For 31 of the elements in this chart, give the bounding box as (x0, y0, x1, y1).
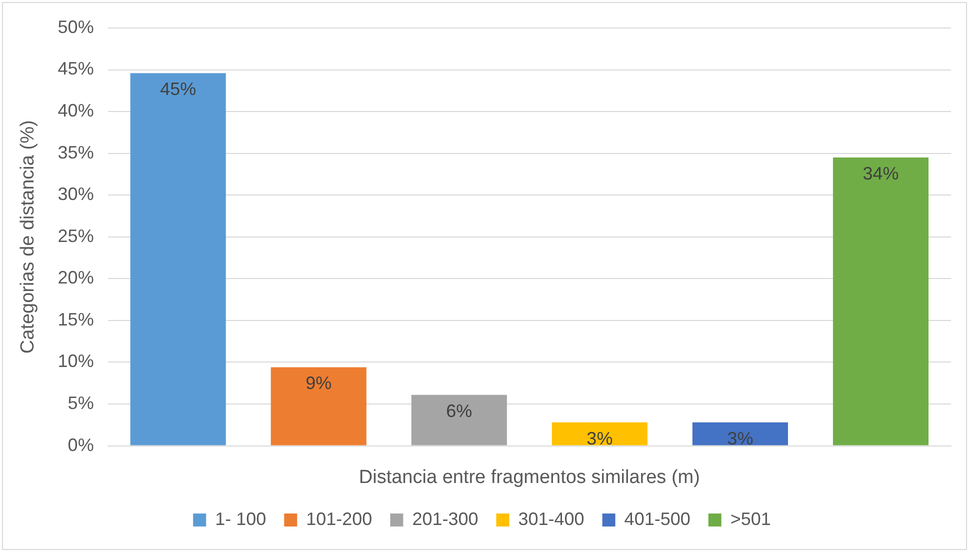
y-tick-label: 5% (68, 392, 94, 413)
y-tick-label: 40% (58, 100, 94, 121)
y-tick-label: 50% (58, 16, 94, 37)
legend-label: >501 (730, 508, 771, 529)
legend-label: 201-300 (412, 508, 478, 529)
y-tick-label: 10% (58, 351, 94, 372)
legend-label: 401-500 (624, 508, 690, 529)
data-label: 3% (586, 428, 613, 448)
bar (411, 394, 507, 446)
x-axis-title: Distancia entre fragmentos similares (m) (358, 466, 700, 488)
data-label: 6% (446, 400, 472, 421)
bar (130, 73, 226, 446)
data-label: 34% (862, 163, 899, 184)
data-label: 9% (306, 373, 332, 394)
y-tick-label: 20% (58, 268, 94, 288)
y-tick-label: 35% (58, 142, 94, 162)
legend-label: 1- 100 (215, 508, 266, 529)
legend-label: 101-200 (306, 508, 372, 529)
bar (552, 422, 648, 446)
y-tick-label: 45% (58, 58, 94, 79)
y-tick-label: 25% (58, 226, 94, 246)
data-label: 45% (160, 79, 196, 100)
bar (692, 422, 788, 446)
y-tick-label: 30% (58, 184, 94, 204)
y-tick-label: 15% (58, 309, 94, 330)
data-label: 3% (727, 428, 754, 448)
y-tick-label: 0% (68, 434, 94, 455)
bar (270, 367, 366, 446)
y-axis-title: Categorias de distancia (%) (18, 120, 39, 354)
bar (832, 158, 929, 446)
legend-label: 301-400 (518, 508, 584, 529)
